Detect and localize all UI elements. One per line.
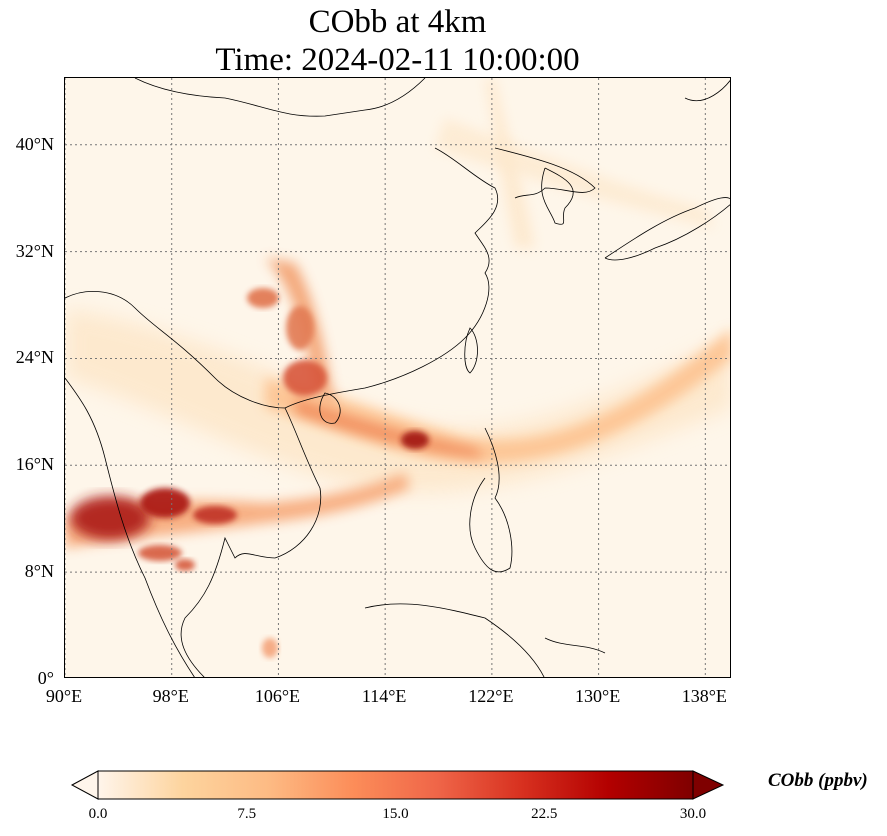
lon-tick-label: 114°E [361,686,407,706]
hotspot-pearl-delta [283,360,327,396]
map-title: CObb at 4km [308,4,487,40]
coast-philippines [469,427,513,573]
map-subtitle-time: Time: 2024-02-11 10:00:00 [215,42,580,78]
lat-tick-label: 16°N [15,454,54,475]
lon-tick-label: 90°E [45,686,83,706]
hotspot-south-thailand [175,559,195,571]
colorbar [70,770,725,800]
coast-taiwan [464,327,478,374]
plume-core-band [295,398,485,458]
hotspot-myanmar [70,496,150,540]
coast-hainan [319,392,341,424]
coast-borneo [364,603,545,677]
lon-tick-label: 106°E [254,686,301,706]
lon-tick-label: 122°E [468,686,514,706]
concentration-field [65,78,730,658]
graticule [65,78,730,677]
coast-korea [541,167,574,225]
coast-myanmar [65,377,195,677]
colorbar-tick-label: 0.0 [88,806,108,822]
coast-sulawesi [544,637,606,654]
coast-china-east [284,147,498,409]
lon-tick-label: 138°E [681,686,727,706]
lat-tick-label: 8°N [24,561,54,582]
coast-indochina [65,291,322,677]
hotspot-thailand-east [193,506,237,524]
coast-bohai [494,147,596,199]
coast-mongolia-border [134,78,426,117]
hotspot-south-china-east [286,306,314,350]
colorbar-tick-label: 15.0 [382,806,409,822]
plume-northeast-streak [435,118,715,228]
lat-tick-label: 24°N [15,347,54,368]
lat-tick-label: 32°N [15,240,54,261]
map-panel [64,77,731,678]
colorbar-tick-label: 22.5 [531,806,558,822]
coast-north-east [684,79,730,101]
hotspot-gulf [138,545,182,561]
hotspot-south-china-sea [401,431,429,449]
coast-japan [604,197,730,261]
colorbar-tick-label: 7.5 [237,806,257,822]
hotspot-thailand-north [140,488,190,518]
colorbar-extend-low [70,770,99,800]
colorbar-extend-high [692,770,725,800]
colorbar-gradient [97,770,694,800]
hotspot-south [262,638,278,658]
lat-tick-label: 0° [37,668,54,688]
lat-tick-label: 40°N [15,133,54,154]
colorbar-label: CObb (ppbv) [768,770,868,791]
lon-tick-label: 98°E [152,686,189,706]
lon-tick-label: 130°E [574,686,621,706]
coastlines [65,78,730,677]
map-canvas [65,78,730,677]
colorbar-tick-label: 30.0 [679,806,707,822]
plume-indochina-band [65,473,410,548]
hotspot-south-china-west [247,288,279,308]
